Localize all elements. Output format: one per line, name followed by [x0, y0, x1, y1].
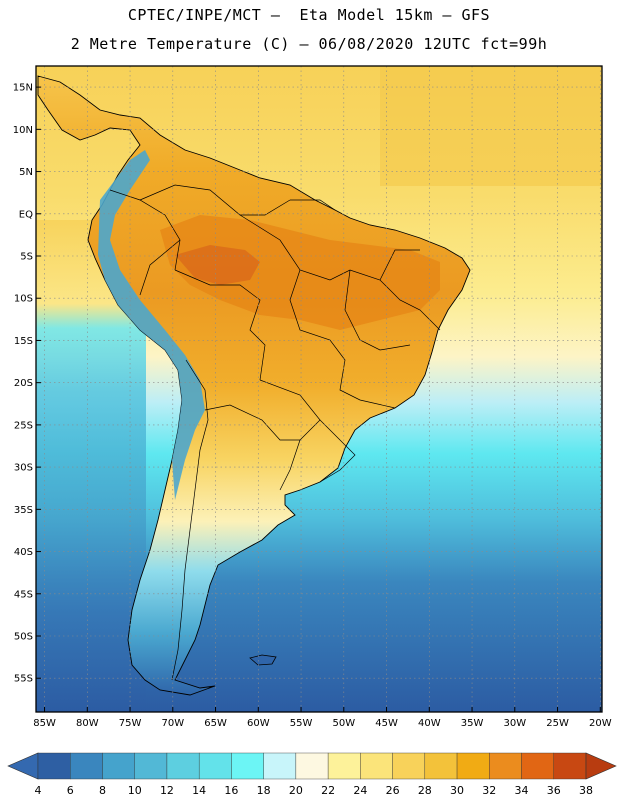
country-borders — [109, 184, 441, 681]
colorbar-label: 24 — [353, 784, 367, 797]
lat-tick-label: 10S — [14, 294, 33, 305]
warm-atlantic-band — [380, 66, 602, 186]
colorbar-swatch — [456, 752, 490, 780]
colorbar-under-arrow — [7, 752, 39, 780]
lat-tick-label: 45S — [14, 589, 33, 600]
lon-tick-label: 85W — [33, 718, 56, 729]
lat-tick-label: 15N — [13, 83, 33, 94]
lon-tick-label: 45W — [375, 718, 398, 729]
andes-cold-strip — [98, 150, 205, 500]
colorbar-label: 32 — [482, 784, 496, 797]
colorbar-swatch — [521, 752, 554, 780]
latitude-axis: 15N 10N 5N EQ 5S 10S 15S 20S 25S 30S 35S 40S 45S 50S 5… — [13, 83, 41, 685]
lat-tick-label: 40S — [14, 547, 33, 558]
colorbar-swatch — [553, 752, 587, 780]
map-frame — [35, 65, 603, 713]
colorbar-swatch — [102, 752, 135, 780]
colorbar-swatch — [489, 752, 522, 780]
lon-tick-label: 65W — [204, 718, 227, 729]
colorbar-swatch — [134, 752, 168, 780]
colorbar-swatch — [392, 752, 426, 780]
colorbar-label: 22 — [321, 784, 335, 797]
colorbar-label: 38 — [579, 784, 593, 797]
colorbar-label: 20 — [289, 784, 303, 797]
lon-tick-label: 60W — [247, 718, 270, 729]
temperature-colorbar — [7, 752, 617, 780]
colorbar-swatch — [70, 752, 103, 780]
lon-tick-label: 55W — [290, 718, 313, 729]
lat-tick-label: 30S — [14, 463, 33, 474]
colorbar-swatch — [231, 752, 264, 780]
colorbar-swatch — [198, 752, 232, 780]
colorbar-label: 4 — [35, 784, 42, 797]
lon-tick-label: 70W — [161, 718, 184, 729]
colorbar-swatch — [424, 752, 458, 780]
hot-interior-region — [160, 215, 440, 330]
lat-tick-label: 10N — [13, 125, 33, 136]
lon-tick-label: 80W — [76, 718, 99, 729]
lon-tick-label: 20W — [589, 718, 612, 729]
lat-tick-label: 25S — [14, 420, 33, 431]
falkland-islands — [249, 654, 277, 666]
colorbar-label: 16 — [224, 784, 238, 797]
colorbar-swatch — [166, 752, 200, 780]
colorbar-label: 14 — [192, 784, 206, 797]
lat-tick-label: 5N — [19, 167, 33, 178]
map-title: CPTEC/INPE/MCT – Eta Model 15km – GFS — [127, 6, 491, 24]
colorbar-swatch — [295, 752, 329, 780]
lon-tick-label: 75W — [119, 718, 142, 729]
colorbar-labels: 4 6 8 10 12 14 16 18 20 22 24 26 28 30 32 34 36 38 — [35, 784, 594, 797]
lat-tick-label: 20S — [14, 378, 33, 389]
south-america-landmass — [37, 75, 471, 696]
lon-tick-label: 40W — [418, 718, 441, 729]
colorbar-over-arrow — [585, 752, 617, 780]
colorbar-label: 8 — [99, 784, 106, 797]
colorbar-label: 34 — [515, 784, 529, 797]
colorbar-label: 12 — [160, 784, 174, 797]
map-subtitle: 2 Metre Temperature (C) – 06/08/2020 12U… — [70, 35, 548, 53]
lon-tick-label: 50W — [332, 718, 355, 729]
colorbar-label: 10 — [128, 784, 142, 797]
colorbar-swatch — [360, 752, 393, 780]
colorbar-label: 18 — [257, 784, 271, 797]
lat-tick-label: 55S — [14, 674, 33, 685]
colorbar-swatch — [37, 752, 71, 780]
lat-tick-label: 5S — [20, 252, 33, 263]
colorbar-swatch — [263, 752, 297, 780]
lon-tick-label: 25W — [546, 718, 569, 729]
colorbar-label: 6 — [67, 784, 74, 797]
colorbar-label: 26 — [386, 784, 400, 797]
lat-tick-label: 35S — [14, 505, 33, 516]
longitude-axis: 85W 80W 75W 70W 65W 60W 55W 50W 45W 40W 35W 30W 25W 2… — [33, 707, 612, 729]
lon-tick-label: 30W — [503, 718, 526, 729]
hottest-core-region — [175, 245, 260, 285]
colorbar-label: 30 — [450, 784, 464, 797]
lat-tick-label: EQ — [19, 209, 33, 220]
lat-tick-label: 15S — [14, 336, 33, 347]
colorbar-label: 28 — [418, 784, 432, 797]
lon-tick-label: 35W — [461, 718, 484, 729]
lat-tick-label: 50S — [14, 632, 33, 643]
colorbar-label: 36 — [547, 784, 561, 797]
colorbar-swatch — [327, 752, 361, 780]
